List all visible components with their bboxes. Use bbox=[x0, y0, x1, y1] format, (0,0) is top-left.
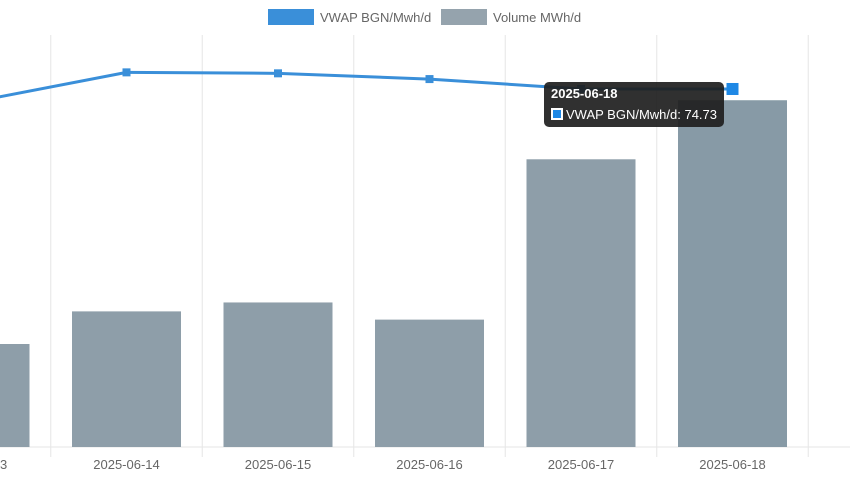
vwap-point[interactable] bbox=[274, 69, 282, 78]
x-tick-label: 2025-06-14 bbox=[93, 457, 160, 472]
x-tick-label: 2025-06-15 bbox=[245, 457, 312, 472]
tooltip-value: VWAP BGN/Mwh/d: 74.73 bbox=[566, 107, 717, 122]
volume-bar[interactable] bbox=[223, 302, 333, 447]
legend-label-vwap: VWAP BGN/Mwh/d bbox=[320, 10, 431, 25]
legend-item-vwap[interactable]: VWAP BGN/Mwh/d bbox=[268, 9, 431, 25]
vwap-point[interactable] bbox=[122, 68, 131, 77]
volume-bar[interactable] bbox=[375, 319, 484, 447]
volume-bar[interactable] bbox=[72, 311, 181, 447]
tooltip-swatch-inner bbox=[553, 110, 561, 118]
tooltip-box bbox=[544, 82, 724, 127]
x-tick-label: 2025-06-16 bbox=[396, 457, 463, 472]
volume-bars bbox=[0, 100, 787, 447]
tooltip-title: 2025-06-18 bbox=[551, 86, 618, 101]
legend-item-volume[interactable]: Volume MWh/d bbox=[441, 9, 581, 25]
x-tick-label: 2025-06-18 bbox=[699, 457, 766, 472]
legend-swatch-vwap bbox=[268, 9, 314, 25]
vwap-point[interactable] bbox=[425, 75, 434, 84]
x-axis-ticks: 3 2025-06-14 2025-06-15 2025-06-16 2025-06-1… bbox=[0, 457, 766, 472]
volume-bar[interactable] bbox=[526, 159, 636, 447]
volume-bar[interactable] bbox=[678, 100, 787, 447]
volume-bar[interactable] bbox=[0, 344, 30, 447]
x-tick-label: 2025-06-17 bbox=[548, 457, 615, 472]
legend-label-volume: Volume MWh/d bbox=[493, 10, 581, 25]
x-tick-label: 3 bbox=[0, 457, 7, 472]
legend-swatch-volume bbox=[441, 9, 487, 25]
vwap-point[interactable] bbox=[726, 82, 739, 95]
legend[interactable]: VWAP BGN/Mwh/d Volume MWh/d bbox=[268, 9, 581, 25]
tooltip: 2025-06-18 VWAP BGN/Mwh/d: 74.73 bbox=[544, 82, 724, 127]
